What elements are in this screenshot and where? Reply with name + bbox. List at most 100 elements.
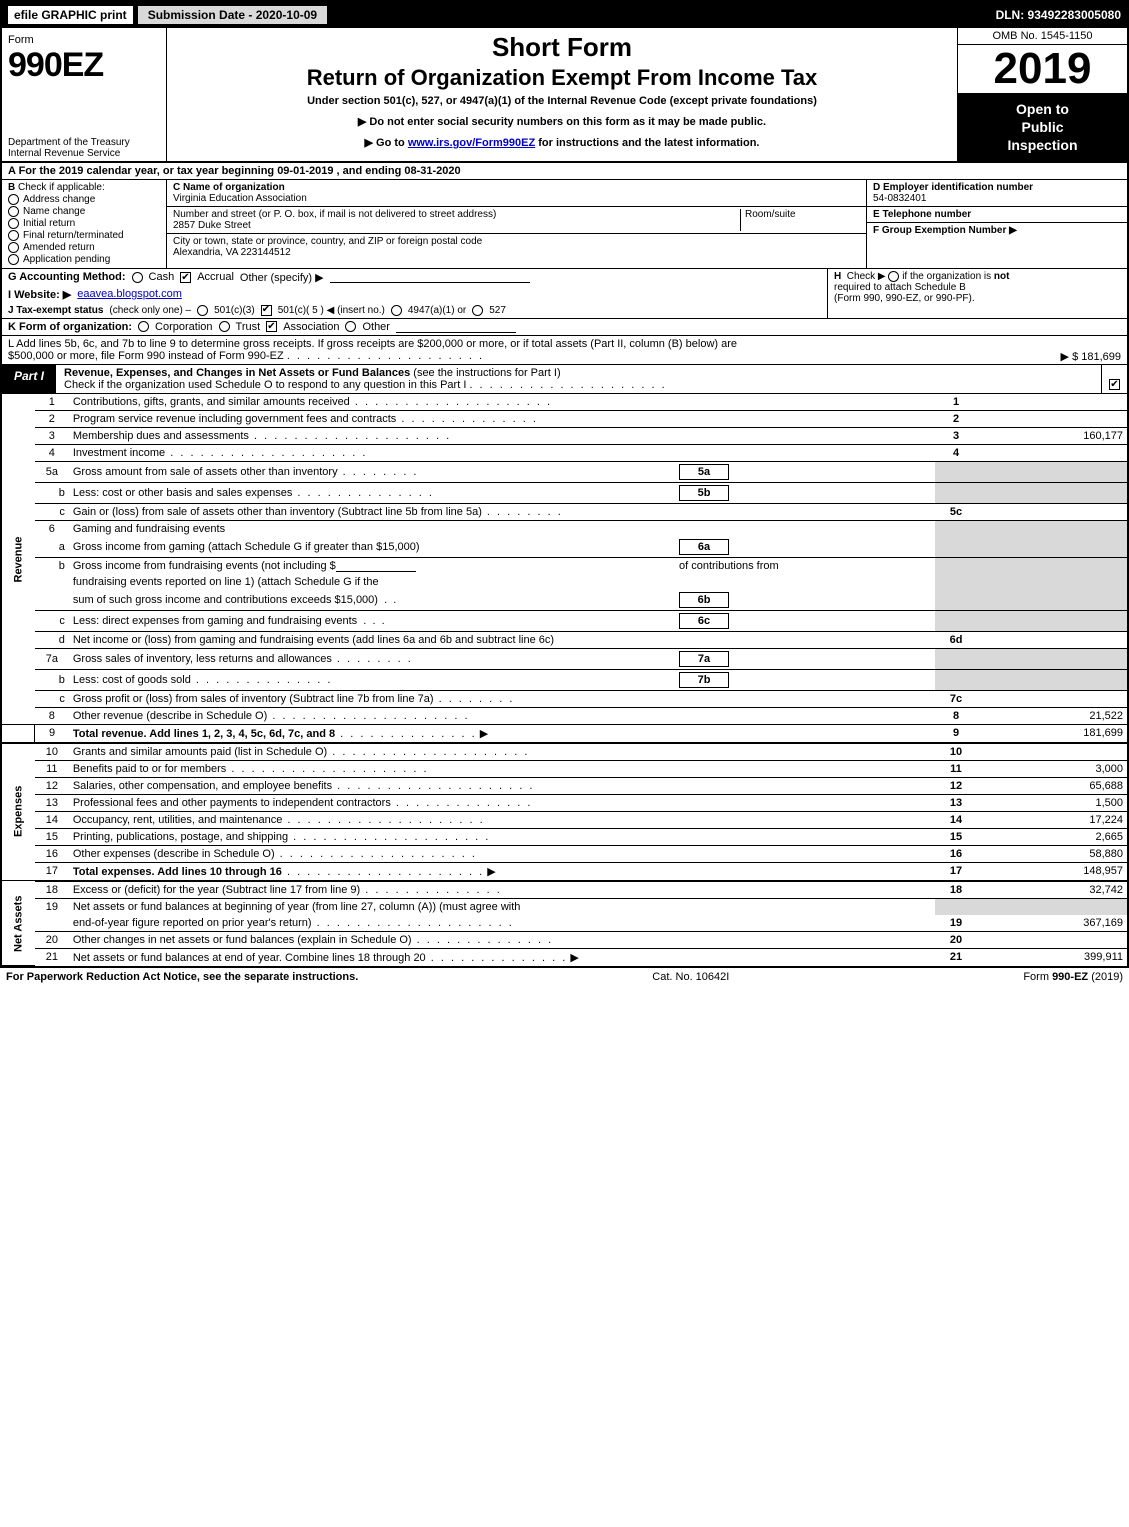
i-label: I Website: ▶ [8,288,71,301]
rt-val: 3,000 [977,760,1127,777]
circle-icon[interactable] [219,321,230,332]
line-num: 2 [35,410,69,427]
bcdef-block: B Check if applicable: Address change Na… [2,180,1127,269]
rt-num: 2 [935,410,977,427]
chk-address-change[interactable]: Address change [8,194,160,205]
desc-text: sum of such gross income and contributio… [73,594,378,606]
open-to-public-box: Open to Public Inspection [958,94,1127,161]
part-i-header: Part I Revenue, Expenses, and Changes in… [2,365,1127,394]
rt-val-grey [977,520,1127,537]
rt-val-grey [977,461,1127,482]
website-link[interactable]: eaavea.blogspot.com [77,288,182,300]
short-form-title: Short Form [175,32,949,63]
chk-name-change[interactable]: Name change [8,206,160,217]
col-b-title: B Check if applicable: [8,182,160,193]
line-num: c [35,503,69,520]
footer-left: For Paperwork Reduction Act Notice, see … [6,971,358,983]
line-num: 15 [35,828,69,845]
rt-val [977,931,1127,948]
line-desc: Other changes in net assets or fund bala… [69,931,935,948]
rt-val: 2,665 [977,828,1127,845]
d-label: D Employer identification number [873,182,1121,193]
cell-group-exempt: F Group Exemption Number ▶ [867,223,1127,268]
k-opt-corp: Corporation [155,321,212,333]
line-num: 16 [35,845,69,862]
line-num: a [35,537,69,558]
chk-application-pending[interactable]: Application pending [8,254,160,265]
efile-print-box[interactable]: efile GRAPHIC print [8,6,133,24]
line-num: 5a [35,461,69,482]
desc-text: Less: cost of goods sold [73,674,191,686]
dots [267,710,469,722]
goto-line: ▶ Go to www.irs.gov/Form990EZ for instru… [175,136,949,149]
line-desc: Benefits paid to or for members [69,760,935,777]
desc-text: Benefits paid to or for members [73,763,226,775]
mini-cell: 6a [675,537,935,558]
page-footer: For Paperwork Reduction Act Notice, see … [0,968,1129,986]
mini-cell: 6c [675,610,935,631]
blank-line [336,560,416,572]
cell-city: City or town, state or province, country… [167,234,866,260]
desc-text: Excess or (deficit) for the year (Subtra… [73,884,360,896]
check-icon [1109,379,1120,390]
dots [350,396,552,408]
part-check-box[interactable] [1101,365,1127,393]
dots [312,917,514,929]
circle-icon[interactable] [132,272,143,283]
line-desc: Program service revenue including govern… [69,410,935,427]
irs-link[interactable]: www.irs.gov/Form990EZ [408,137,535,149]
check-icon[interactable] [261,305,272,316]
blank-line [330,271,530,283]
header-center: Short Form Return of Organization Exempt… [167,28,957,161]
circle-icon[interactable] [888,271,899,282]
circle-icon [8,206,19,217]
line-desc: Salaries, other compensation, and employ… [69,777,935,794]
circle-icon[interactable] [345,321,356,332]
rt-num: 10 [935,743,977,761]
dots [332,780,534,792]
chk-initial-return[interactable]: Initial return [8,218,160,229]
circle-icon[interactable] [472,305,483,316]
line-num: b [35,557,69,574]
mini-num: 7b [679,672,729,688]
footer-right-form: 990-EZ [1052,971,1088,983]
c-label: C Name of organization [173,182,307,193]
row-17: 17 Total expenses. Add lines 10 through … [2,862,1127,881]
row-6c: c Less: direct expenses from gaming and … [2,610,1127,631]
rt-val [977,743,1127,761]
chk-final-return[interactable]: Final return/terminated [8,230,160,241]
h-text4: (Form 990, 990-EZ, or 990-PF). [834,293,975,304]
chk-label: Application pending [23,254,110,265]
rt-num: 3 [935,427,977,444]
dots [288,831,490,843]
check-icon[interactable] [180,272,191,283]
circle-icon[interactable] [138,321,149,332]
check-icon[interactable] [266,321,277,332]
row-6b-1: b Gross income from fundraising events (… [2,557,1127,574]
revenue-side-label: Revenue [2,394,35,725]
col-de: D Employer identification number 54-0832… [867,180,1127,268]
desc-text: Gain or (loss) from sale of assets other… [73,506,482,518]
cell-ein: D Employer identification number 54-0832… [867,180,1127,207]
rt-num: 16 [935,845,977,862]
line-desc: Excess or (deficit) for the year (Subtra… [69,881,935,899]
line-num: 9 [35,724,69,743]
row-6d: d Net income or (loss) from gaming and f… [2,631,1127,648]
row-5a: 5a Gross amount from sale of assets othe… [2,461,1127,482]
row-5c: c Gain or (loss) from sale of assets oth… [2,503,1127,520]
chk-label: Initial return [23,218,75,229]
dots [292,487,434,499]
open-line-3: Inspection [960,136,1125,154]
rt-val-grey [977,610,1127,631]
desc-text: Contributions, gifts, grants, and simila… [73,396,350,408]
g-side: G Accounting Method: Cash Accrual Other … [2,269,827,318]
desc-text: Gross amount from sale of assets other t… [73,466,338,478]
line-desc: Gross sales of inventory, less returns a… [69,648,675,669]
circle-icon[interactable] [391,305,402,316]
line-l: L Add lines 5b, 6c, and 7b to line 9 to … [2,336,1127,365]
chk-amended-return[interactable]: Amended return [8,242,160,253]
row-21: 21 Net assets or fund balances at end of… [2,948,1127,966]
rt-num: 14 [935,811,977,828]
circle-icon[interactable] [197,305,208,316]
open-line-2: Public [960,118,1125,136]
